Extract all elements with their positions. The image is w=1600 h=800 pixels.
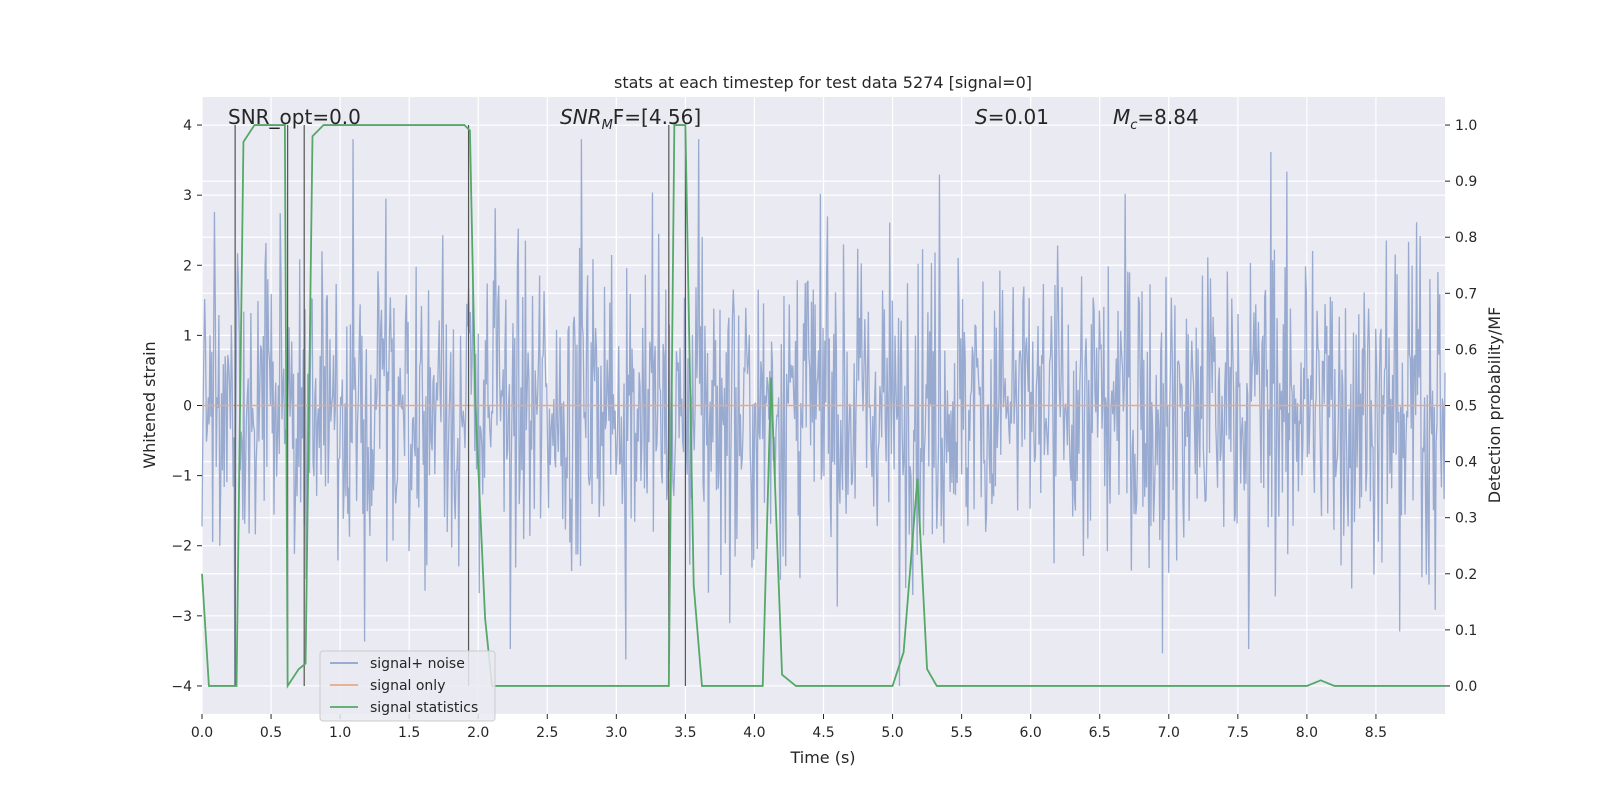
legend: signal+ noise signal only signal statist… xyxy=(319,650,496,722)
y-right-axis-label: Detection probability/MF xyxy=(1485,307,1504,504)
signal-statistics-line xyxy=(201,124,1445,689)
annotation-snr-mf: SNRMF=[4.56] xyxy=(560,105,701,133)
y-left-tick-label-4: 0 xyxy=(183,399,192,415)
y-right-tick-label-5: 0.5 xyxy=(1455,399,1477,415)
y-left-tick-label-6: 2 xyxy=(183,258,192,274)
y-left-axis-ticks: −4 −3 −2 −1 0 1 2 3 4 xyxy=(171,118,202,695)
legend-label-signal-statistics: signal statistics xyxy=(370,700,478,716)
y-left-tick-label-1: −3 xyxy=(171,609,192,625)
y-left-tick-label-8: 4 xyxy=(183,118,192,134)
x-tick-label-7: 3.5 xyxy=(674,725,696,741)
annotation-mc-sub: c xyxy=(1130,118,1137,133)
x-tick-label-15: 7.5 xyxy=(1227,725,1249,741)
y-left-tick-label-0: −4 xyxy=(171,679,192,695)
x-tick-label-2: 1.0 xyxy=(329,725,351,741)
annotation-snr-mf-sub: M xyxy=(602,118,613,133)
legend-label-signal-noise: signal+ noise xyxy=(370,656,465,672)
annotation-snr-mf-prefix: SNR xyxy=(560,105,602,129)
y-right-tick-label-4: 0.4 xyxy=(1455,455,1477,471)
y-left-tick-label-2: −2 xyxy=(171,539,192,555)
x-axis-ticks: 0.0 0.5 1.0 1.5 2.0 2.5 3.0 3.5 4.0 4.5 5.0 5.5 6.0 6… xyxy=(191,714,1387,741)
x-tick-label-1: 0.5 xyxy=(260,725,282,741)
x-tick-label-14: 7.0 xyxy=(1158,725,1180,741)
annotation-mc: Mc=8.84 xyxy=(1113,105,1199,133)
y-right-tick-label-3: 0.3 xyxy=(1455,511,1477,527)
legend-box xyxy=(319,650,496,722)
x-tick-label-17: 8.5 xyxy=(1365,725,1387,741)
x-tick-label-11: 5.5 xyxy=(950,725,972,741)
y-right-axis-ticks: 0.0 0.1 0.2 0.3 0.4 0.5 0.6 0.7 0.8 0.9 1.0 xyxy=(1445,118,1477,695)
y-left-tick-label-5: 1 xyxy=(183,328,192,344)
y-right-tick-label-0: 0.0 xyxy=(1455,679,1477,695)
x-tick-label-13: 6.5 xyxy=(1089,725,1111,741)
annotation-s-symbol: S xyxy=(975,105,988,129)
y-right-tick-label-10: 1.0 xyxy=(1455,118,1477,134)
x-tick-label-6: 3.0 xyxy=(605,725,627,741)
x-tick-label-8: 4.0 xyxy=(743,725,765,741)
legend-label-signal-only: signal only xyxy=(370,678,445,694)
y-right-tick-label-8: 0.8 xyxy=(1455,230,1477,246)
chart-title: stats at each timestep for test data 527… xyxy=(614,73,1032,92)
y-right-tick-label-6: 0.6 xyxy=(1455,342,1477,358)
x-axis-label: Time (s) xyxy=(789,748,855,767)
annotation-snr-mf-rest: F=[4.56] xyxy=(613,105,701,129)
annotation-snr-opt: SNR_opt=0.0 xyxy=(228,105,361,129)
y-right-tick-label-7: 0.7 xyxy=(1455,286,1477,302)
annotation-s: S=0.01 xyxy=(975,105,1049,129)
y-right-tick-label-2: 0.2 xyxy=(1455,567,1477,583)
y-right-tick-label-1: 0.1 xyxy=(1455,623,1477,639)
x-tick-label-9: 4.5 xyxy=(812,725,834,741)
y-left-tick-label-3: −1 xyxy=(171,469,192,485)
x-tick-label-0: 0.0 xyxy=(191,725,213,741)
x-tick-label-3: 1.5 xyxy=(398,725,420,741)
signal-statistics-series xyxy=(201,124,1445,689)
x-tick-label-12: 6.0 xyxy=(1020,725,1042,741)
x-tick-label-4: 2.0 xyxy=(467,725,489,741)
y-left-axis-label: Whitened strain xyxy=(140,341,159,468)
signal-noise-line xyxy=(201,139,1446,686)
annotation-mc-symbol: M xyxy=(1113,105,1130,129)
x-tick-label-10: 5.0 xyxy=(881,725,903,741)
signal-noise-series xyxy=(201,139,1446,686)
y-right-tick-label-9: 0.9 xyxy=(1455,174,1477,190)
annotation-mc-value: =8.84 xyxy=(1137,105,1198,129)
x-tick-label-16: 8.0 xyxy=(1296,725,1318,741)
annotation-s-value: =0.01 xyxy=(988,105,1049,129)
y-left-tick-label-7: 3 xyxy=(183,188,192,204)
x-tick-label-5: 2.5 xyxy=(536,725,558,741)
